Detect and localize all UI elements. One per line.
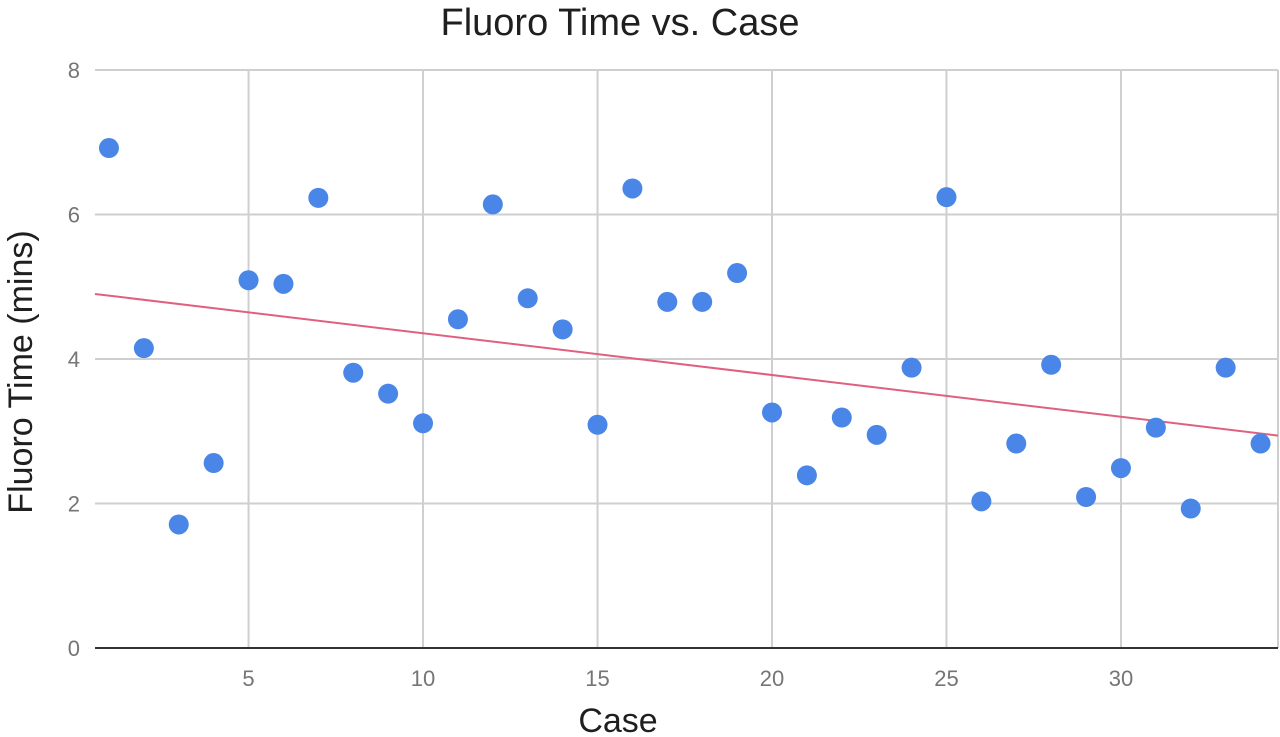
data-point [413, 413, 434, 434]
data-points [98, 138, 1271, 535]
x-axis-label: Case [578, 702, 657, 737]
data-point [866, 424, 887, 445]
data-point [796, 465, 817, 486]
data-point [936, 187, 957, 208]
data-point [203, 453, 224, 474]
y-tick-label: 4 [68, 347, 80, 372]
data-point [1215, 357, 1236, 378]
data-point [1145, 417, 1166, 438]
gridlines [95, 69, 1279, 649]
data-point [1110, 458, 1131, 479]
data-point [238, 270, 259, 291]
data-point [447, 309, 468, 330]
data-point [482, 194, 503, 215]
data-point [971, 491, 992, 512]
data-point [587, 414, 608, 435]
chart-title: Fluoro Time vs. Case [441, 2, 800, 44]
x-tick-label: 30 [1109, 666, 1133, 691]
x-tick-label: 25 [934, 666, 958, 691]
data-point [168, 514, 189, 535]
data-point [552, 319, 573, 340]
x-tick-label: 15 [585, 666, 609, 691]
x-tick-label: 5 [242, 666, 254, 691]
data-point [1180, 498, 1201, 519]
data-point [761, 402, 782, 423]
data-point [831, 407, 852, 428]
y-tick-label: 6 [68, 203, 80, 228]
y-tick-label: 8 [68, 58, 80, 83]
y-axis-label: Fluoro Time (mins) [2, 230, 40, 513]
data-point [727, 263, 748, 284]
trendline-layer [94, 292, 1279, 437]
trendline [94, 292, 1279, 437]
data-point [273, 273, 294, 294]
data-point [1006, 433, 1027, 454]
data-point [517, 288, 538, 309]
data-point [98, 138, 119, 159]
data-point [133, 338, 154, 359]
data-point [692, 291, 713, 312]
x-tick-label: 10 [411, 666, 435, 691]
data-point [1041, 354, 1062, 375]
data-point [378, 383, 399, 404]
data-point [1250, 433, 1271, 454]
x-tick-label: 20 [760, 666, 784, 691]
y-tick-label: 2 [68, 492, 80, 517]
data-point [1076, 486, 1097, 507]
data-point [622, 178, 643, 199]
data-point [901, 357, 922, 378]
data-point [657, 291, 678, 312]
tick-labels: 5 10 15 20 25 30 0 2 4 6 8 [68, 58, 1133, 691]
data-point [308, 187, 329, 208]
data-point [343, 362, 364, 383]
y-tick-label: 0 [68, 636, 80, 661]
